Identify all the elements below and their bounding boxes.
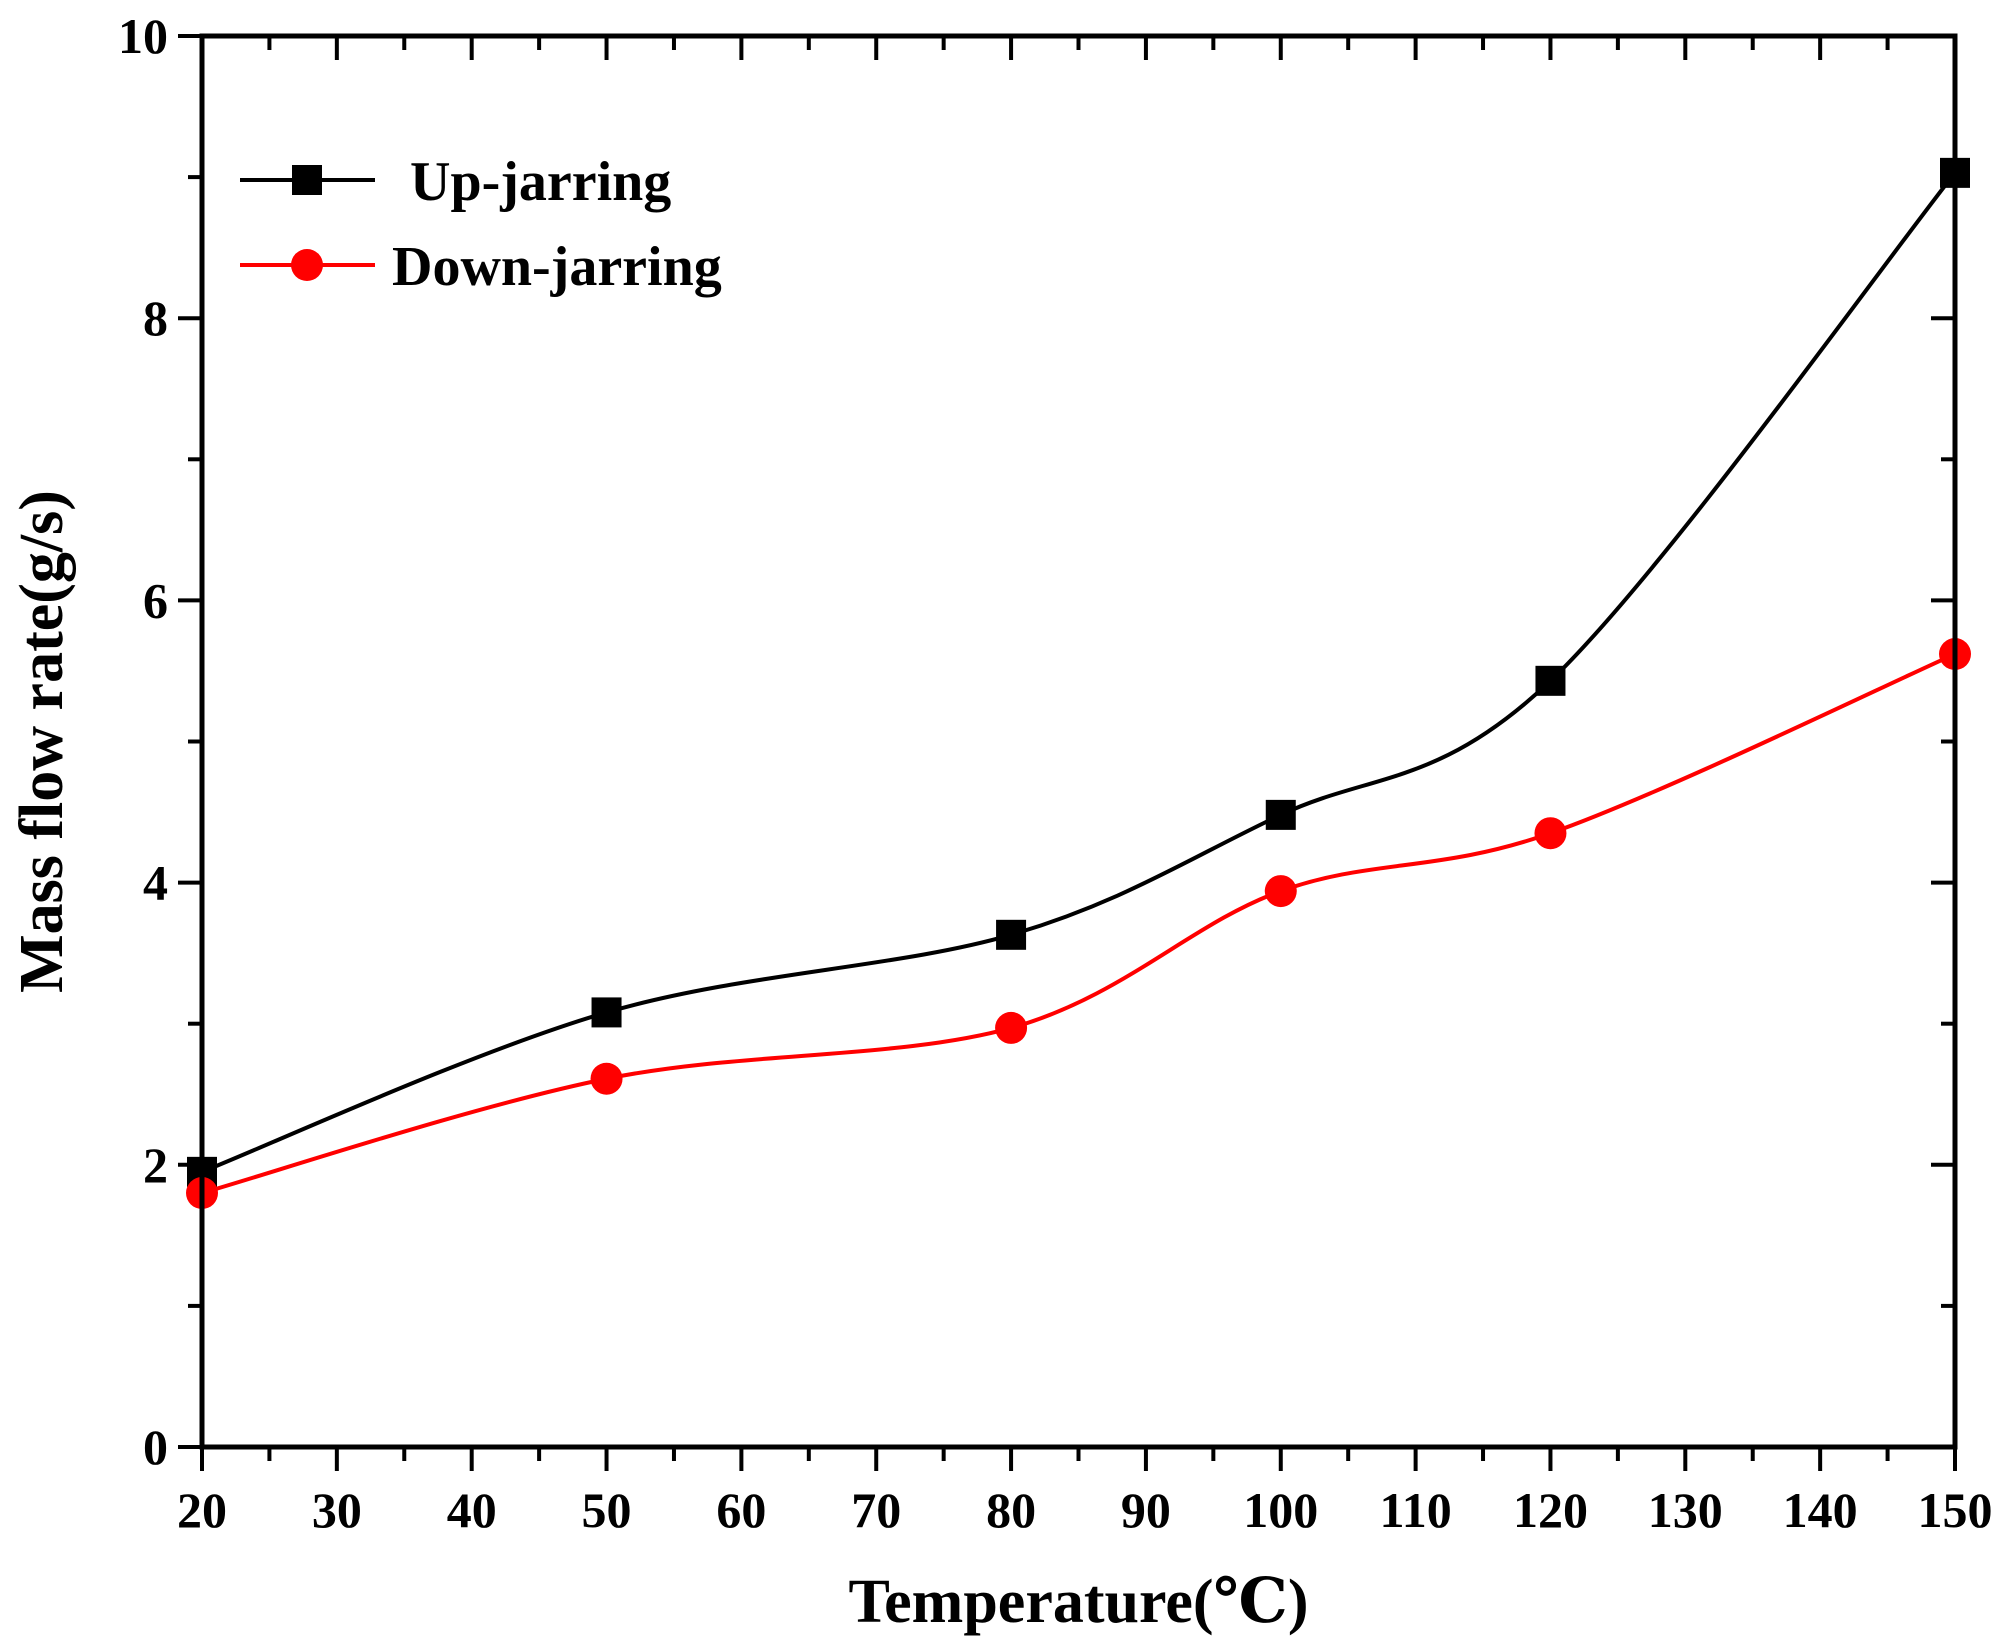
x-tick-label: 150 [1918,1482,1993,1538]
x-tick-label: 90 [1121,1482,1171,1538]
x-tick-label: 130 [1648,1482,1723,1538]
point-up-jarring [591,997,622,1028]
x-tick-label: 30 [312,1482,362,1538]
x-tick-label: 110 [1379,1482,1451,1538]
point-down-jarring [995,1011,1028,1044]
tick-labels: 20 30 40 50 60 70 80 90 100 110 120 130 140 150 0 2 4 6 8 1… [118,8,1993,1538]
x-tick-label: 50 [582,1482,632,1538]
y-tick-label: 6 [143,572,168,628]
x-axis-title: Temperature(℃) [849,1568,1309,1636]
point-up-jarring [1535,665,1566,696]
point-up-jarring [996,919,1027,950]
legend-label-down-jarring: Down-jarring [392,236,722,298]
plot-frame [199,33,1958,1450]
x-tick-label: 120 [1513,1482,1588,1538]
y-tick-label: 8 [143,290,168,346]
point-down-jarring [590,1062,623,1095]
point-down-jarring [1264,875,1297,908]
y-tick-label: 10 [118,8,168,64]
y-tick-label: 2 [143,1137,168,1193]
legend-label-up-jarring: Up-jarring [410,151,671,213]
legend-marker-up-jarring [292,165,322,195]
series-line-up-jarring [201,171,1957,1174]
series-line-down-jarring [201,652,1956,1195]
x-tick-label: 70 [851,1482,901,1538]
x-tick-label: 80 [986,1482,1036,1538]
x-tick-label: 20 [177,1482,227,1538]
legend-marker-down-jarring [291,249,323,281]
x-tick-label: 140 [1783,1482,1858,1538]
point-up-jarring [1265,799,1296,830]
y-tick-label: 0 [143,1419,168,1475]
point-down-jarring [1534,817,1567,850]
y-axis-title: Mass flow rate(g/s) [8,490,76,993]
x-tick-label: 40 [447,1482,497,1538]
series-markers [186,157,1971,1210]
y-tick-label: 4 [143,855,168,911]
x-tick-label: 100 [1243,1482,1318,1538]
x-tick-label: 60 [716,1482,766,1538]
legend: Up-jarring Down-jarring [240,151,722,298]
series-lines [201,171,1957,1195]
